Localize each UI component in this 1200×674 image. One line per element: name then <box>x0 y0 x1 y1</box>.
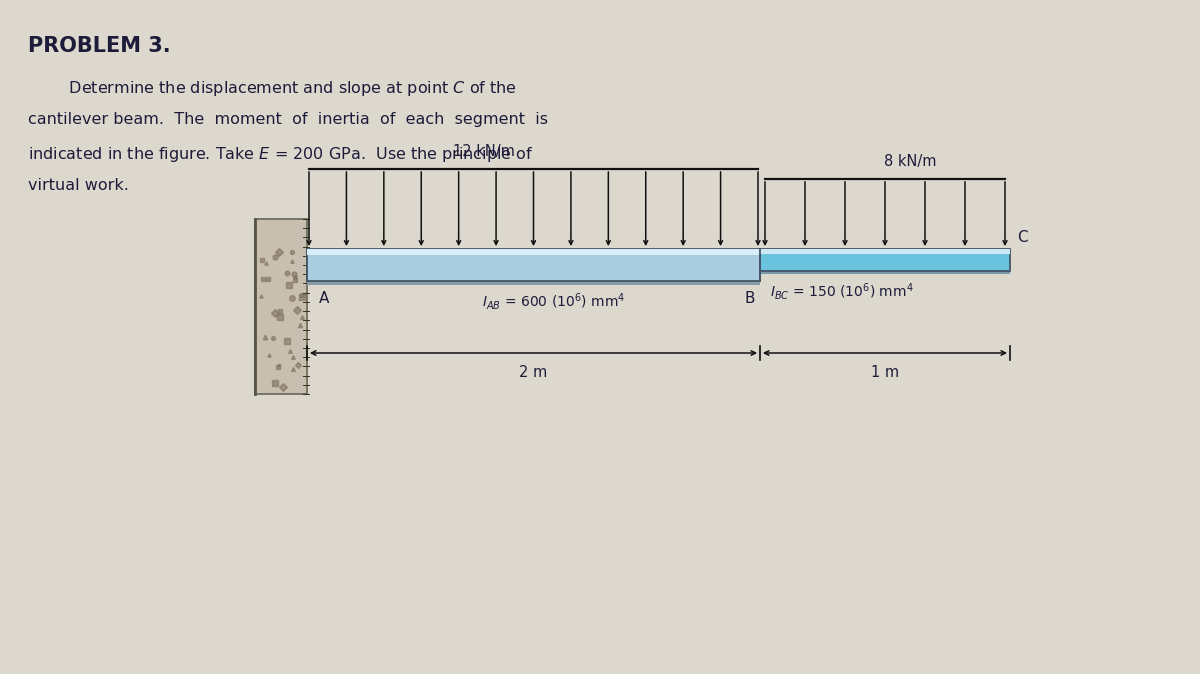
Bar <box>760 271 1010 274</box>
Text: Determine the displacement and slope at point $C$ of the: Determine the displacement and slope at … <box>28 79 517 98</box>
Bar <box>760 249 1010 271</box>
Text: indicated in the figure. Take $E$ = 200 GPa.  Use the principle of: indicated in the figure. Take $E$ = 200 … <box>28 145 534 164</box>
Text: virtual work.: virtual work. <box>28 178 128 193</box>
Bar <box>307 249 760 255</box>
Bar <box>307 249 760 281</box>
Bar <box>760 249 1010 254</box>
Text: cantilever beam.  The  moment  of  inertia  of  each  segment  is: cantilever beam. The moment of inertia o… <box>28 112 548 127</box>
Text: $I_{BC}$ = 150 (10$^6$) mm$^4$: $I_{BC}$ = 150 (10$^6$) mm$^4$ <box>770 281 913 302</box>
Text: 1 m: 1 m <box>871 365 899 380</box>
Text: PROBLEM 3.: PROBLEM 3. <box>28 36 170 56</box>
Text: B: B <box>744 291 755 306</box>
Text: A: A <box>319 291 329 306</box>
Text: 8 kN/m: 8 kN/m <box>883 154 936 169</box>
Bar <box>307 281 760 284</box>
Text: $I_{AB}$ = 600 (10$^6$) mm$^4$: $I_{AB}$ = 600 (10$^6$) mm$^4$ <box>481 291 625 312</box>
Text: 2 m: 2 m <box>520 365 547 380</box>
Text: C: C <box>1018 230 1027 245</box>
Bar <box>254 219 307 394</box>
Text: 12 kN/m: 12 kN/m <box>452 144 515 159</box>
